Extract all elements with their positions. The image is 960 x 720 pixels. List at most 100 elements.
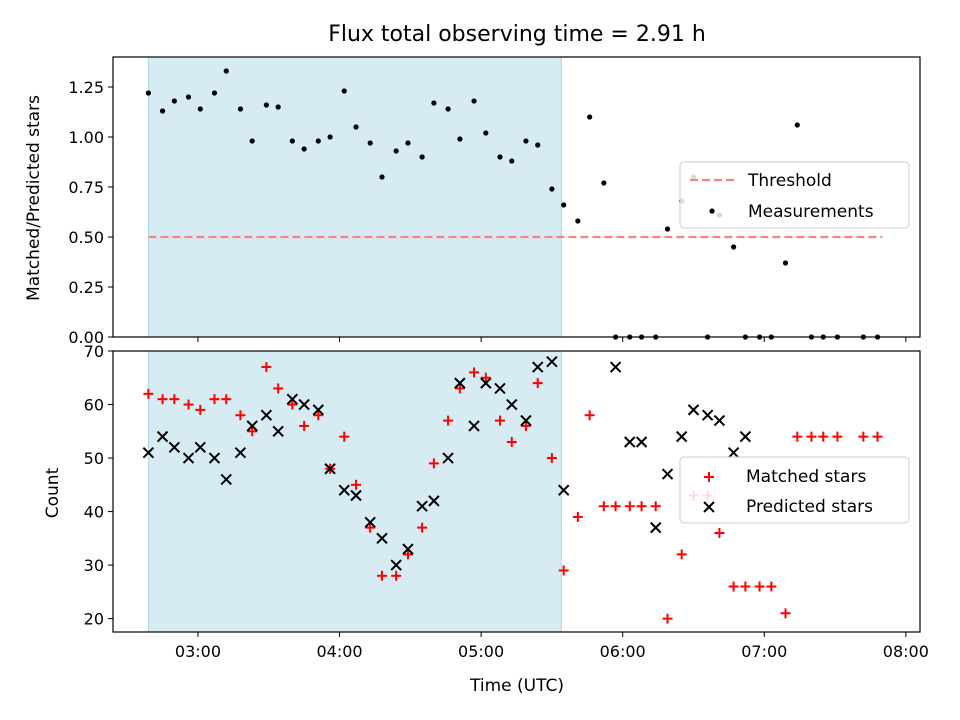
matched-star-point	[714, 527, 725, 538]
chart-title: Flux total observing time = 2.91 h	[328, 22, 706, 47]
bottom-shaded-interval	[147, 350, 562, 633]
predicted-star-point	[454, 377, 466, 389]
predicted-star-point-b	[546, 355, 558, 368]
predicted-star-point-b	[675, 430, 688, 443]
matched-star-point	[428, 458, 439, 469]
predicted-star-point	[624, 436, 636, 448]
measurement-point	[327, 134, 333, 140]
top-y-tick-label: 0.00	[68, 328, 104, 347]
predicted-star-point-b	[234, 446, 247, 459]
top-axes-frame	[112, 56, 921, 338]
matched-star-point	[806, 431, 817, 442]
predicted-star-point	[142, 446, 155, 459]
legend-matched-marker	[704, 472, 714, 482]
matched-star-point	[740, 581, 751, 592]
legend-threshold-label: Threshold	[747, 171, 832, 191]
predicted-star-point	[701, 409, 714, 421]
predicted-star-point	[687, 404, 700, 416]
predicted-star-point-b	[402, 543, 414, 555]
measurement-point	[431, 100, 437, 106]
matched-star-point	[610, 501, 621, 512]
bottom-y-tick-label: 40	[84, 503, 104, 522]
bottom-y-ticks: 20 30 40 50 60 70	[84, 342, 113, 629]
predicted-star-point-b	[182, 452, 195, 464]
predicted-star-point-b	[338, 484, 350, 496]
matched-star-point	[235, 410, 246, 421]
legend-matched-swatch	[704, 472, 714, 482]
measurement-point	[509, 158, 515, 164]
predicted-star-point	[635, 436, 648, 448]
legend-predicted-swatch	[703, 501, 715, 513]
measurement-point	[483, 130, 489, 136]
bottom-axes: 20 30 40 50 60 70 03:00 04:00 05:00 06:00 07:00 08…	[43, 342, 929, 696]
measurement-point	[237, 106, 244, 112]
matched-star-point	[506, 436, 517, 447]
measurement-point	[587, 114, 593, 120]
matched-star-point	[209, 394, 220, 405]
predicted-star-point-b	[701, 409, 714, 421]
matched-star-point	[792, 431, 803, 442]
measurement-point	[263, 102, 269, 108]
predicted-star-point	[546, 355, 558, 368]
matched-star-point	[598, 501, 609, 512]
predicted-star-point	[428, 495, 440, 507]
matched-star-point	[636, 501, 647, 512]
matched-star-point	[532, 378, 543, 389]
predicted-star-point-b	[557, 484, 570, 496]
predicted-star-point	[156, 430, 169, 443]
predicted-star-point	[661, 468, 674, 480]
predicted-star-point-b	[416, 500, 428, 512]
measurement-point	[419, 154, 425, 160]
measurement-point	[289, 138, 295, 144]
measurement-point	[405, 140, 411, 146]
measurement-point	[223, 68, 229, 74]
matched-star-point	[221, 394, 232, 405]
predicted-star-point-b	[156, 430, 169, 443]
predicted-star-point	[194, 441, 207, 454]
measurement-point	[523, 138, 529, 144]
predicted-star-point	[260, 409, 273, 421]
predicted-star-point-b	[376, 532, 388, 545]
bottom-y-tick-label: 70	[84, 342, 104, 361]
predicted-star-point	[713, 414, 726, 427]
matched-star-point	[624, 501, 635, 512]
predicted-star-point-b	[142, 446, 155, 459]
predicted-star-point	[376, 532, 388, 545]
matched-star-point	[494, 415, 505, 426]
predicted-star-point	[182, 452, 195, 464]
predicted-star-point	[272, 425, 284, 437]
bottom-y-tick-label: 50	[84, 449, 104, 468]
predicted-star-point-b	[272, 425, 284, 437]
measurement-point	[794, 122, 800, 128]
matched-star-point	[662, 613, 673, 624]
top-legend-box	[679, 161, 910, 229]
predicted-star-point	[520, 414, 532, 427]
matched-star-point	[676, 549, 687, 560]
measurement-point	[249, 138, 255, 144]
matched-star-point	[520, 420, 531, 431]
predicted-star-point	[609, 361, 622, 373]
measurement-point	[301, 146, 307, 152]
predicted-star-point-b	[246, 420, 258, 432]
measurement-point	[379, 174, 385, 180]
measurement-point	[159, 108, 166, 114]
bottom-y-tick-label: 30	[84, 556, 104, 575]
measurement-point	[353, 124, 359, 130]
top-axes: 0.00 0.25 0.50 0.75 1.00 1.25 Matched/Predict…	[24, 56, 921, 347]
matched-star-point	[832, 431, 843, 442]
predicted-star-point	[390, 559, 402, 571]
predicted-star-point	[727, 446, 740, 459]
matched-star-point	[195, 404, 206, 415]
measurement-point	[535, 142, 541, 148]
matched-star-point	[261, 362, 272, 373]
predicted-star-point-b	[286, 393, 299, 405]
predicted-star-point-b	[635, 436, 648, 448]
matched-star-point	[858, 431, 869, 442]
measurement-point	[393, 148, 399, 154]
matched-star-point	[143, 388, 154, 399]
predicted-star-point	[324, 463, 336, 475]
x-tick-label: 07:00	[741, 642, 787, 661]
predicted-star-point-b	[194, 441, 207, 454]
predicted-star-point-b	[298, 398, 310, 411]
